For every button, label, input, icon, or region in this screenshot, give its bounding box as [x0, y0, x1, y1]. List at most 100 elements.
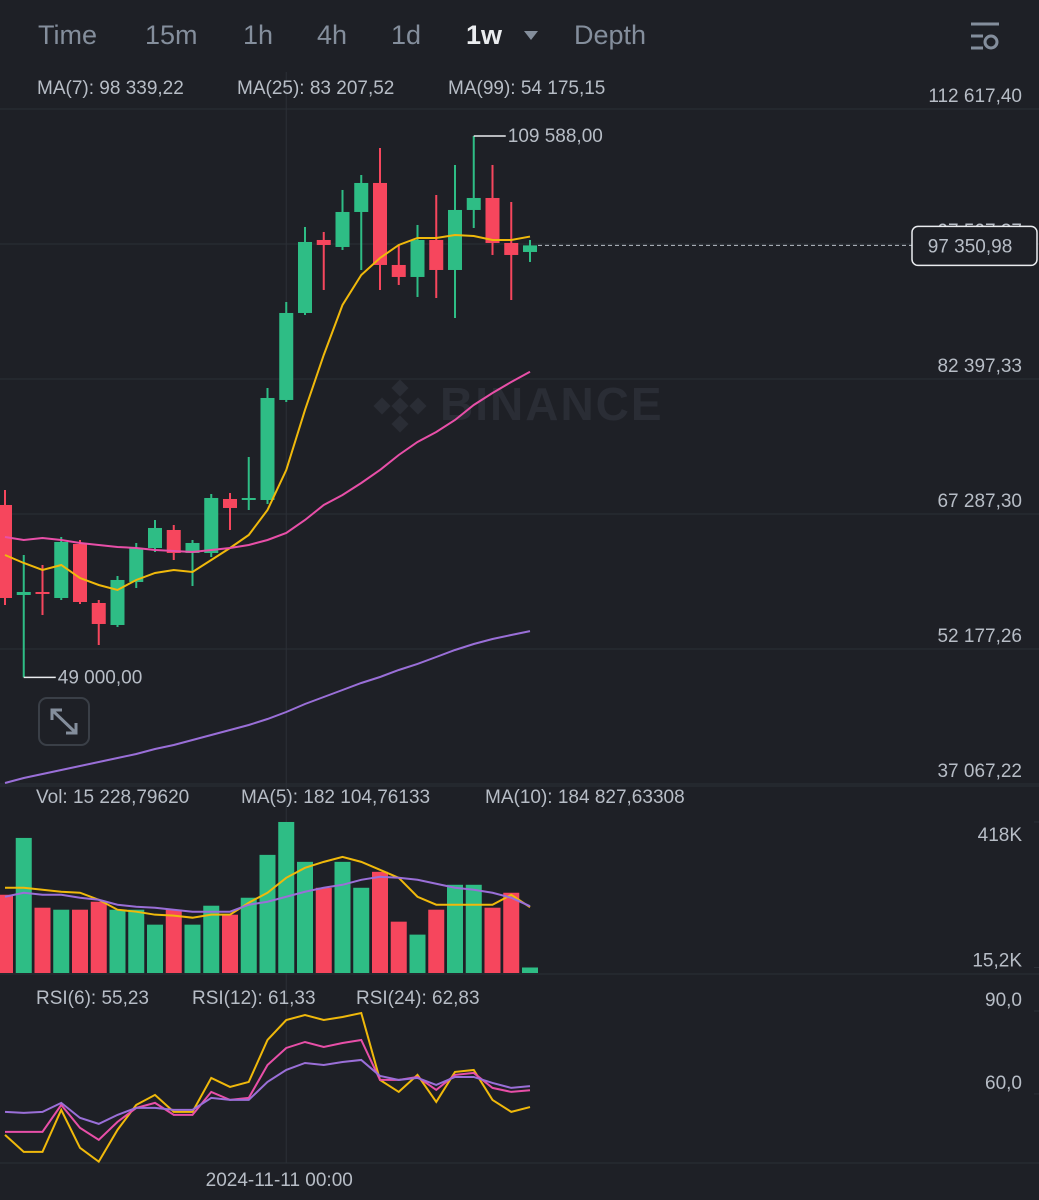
legend-entry: MA(5): 182 104,76133	[241, 787, 430, 808]
candle-body	[241, 497, 256, 500]
candle-body	[16, 591, 31, 595]
y-tick-label: 37 067,22	[937, 761, 1022, 782]
plot-area	[4, 1011, 531, 1163]
indicator-line	[5, 855, 531, 919]
candle-body	[354, 182, 369, 212]
volume-bar	[259, 854, 276, 973]
volume-bar	[428, 909, 445, 973]
timeframe-tab[interactable]: 4h	[317, 20, 347, 50]
volume-bar	[53, 909, 70, 973]
legend-entry: MA(25): 83 207,52	[237, 78, 394, 99]
candle-body	[485, 197, 500, 243]
candle-body	[335, 211, 350, 247]
candle-body	[391, 264, 406, 277]
candle-body	[110, 579, 125, 625]
candle-body	[204, 497, 219, 553]
watermark: BINANCE	[440, 378, 664, 430]
indicator-line	[4, 875, 531, 913]
timeframe-tab[interactable]: 1w	[466, 20, 503, 50]
candle-body	[373, 182, 387, 265]
candle-body	[73, 543, 87, 602]
annotation-label: 49 000,00	[58, 667, 143, 688]
candle-body	[0, 504, 12, 598]
indicator-line	[4, 233, 531, 592]
y-tick-label: 418K	[978, 825, 1023, 846]
candle-body	[148, 527, 162, 548]
expand-button[interactable]	[38, 697, 90, 746]
timeframe-tab[interactable]: 1h	[243, 20, 273, 50]
volume-bar	[240, 897, 257, 973]
candle-body	[185, 542, 200, 553]
volume-bar	[297, 861, 313, 973]
candle-body	[448, 209, 462, 270]
candle-body	[410, 239, 425, 277]
volume-bar	[15, 837, 32, 973]
y-tick-label: 15,2K	[972, 951, 1022, 972]
candle-body	[223, 498, 237, 508]
indicator-line	[5, 1038, 531, 1142]
candle-body	[298, 241, 312, 313]
y-tick-label: 67 287,30	[937, 491, 1022, 512]
plot-area	[0, 136, 537, 784]
candle-body	[523, 245, 537, 252]
legend-entry: RSI(12): 61,33	[192, 988, 316, 1009]
x-tick-label: 2024-11-11 00:00	[206, 1170, 353, 1191]
volume-bar	[334, 861, 351, 973]
timeframe-tab[interactable]: 15m	[145, 20, 198, 50]
annotation-label: 109 588,00	[508, 126, 603, 147]
timeframe-tab[interactable]: Depth	[574, 20, 646, 50]
timeframe-tab[interactable]: 1d	[391, 20, 421, 50]
candle-body	[54, 541, 69, 598]
volume-bar	[72, 909, 88, 973]
volume-bar	[109, 909, 126, 973]
volume-bar	[447, 884, 463, 973]
volume-bar	[484, 907, 501, 973]
y-tick-label: 60,0	[985, 1073, 1022, 1094]
dropdown-arrow[interactable]	[524, 31, 538, 40]
y-tick-label: 90,0	[985, 990, 1022, 1011]
candle-body	[279, 312, 294, 400]
legend-entry: RSI(24): 62,83	[356, 988, 480, 1009]
volume-bar	[203, 905, 220, 973]
y-tick-label: 82 397,33	[937, 356, 1022, 377]
legend-entry: MA(99): 54 175,15	[448, 78, 605, 99]
candle-body	[129, 547, 144, 582]
volume-bar	[372, 871, 388, 973]
candle-body	[166, 529, 181, 553]
last-price-box	[911, 225, 1038, 267]
volume-bar	[90, 901, 107, 973]
legend-entry: MA(10): 184 827,63308	[485, 787, 685, 808]
volume-bar	[353, 887, 370, 973]
indicator-line	[4, 630, 531, 784]
settings-icon[interactable]	[971, 22, 999, 50]
indicator-line	[4, 1058, 531, 1125]
indicator-line	[4, 370, 531, 553]
timeframe-tab[interactable]: Time	[38, 20, 97, 50]
last-price-label: 97 350,98	[928, 236, 1013, 257]
y-tick-label: 112 617,40	[928, 86, 1022, 107]
volume-bar	[465, 884, 482, 973]
plot-area	[0, 821, 538, 973]
volume-bar	[222, 914, 238, 973]
volume-bar	[390, 921, 407, 973]
candle-body	[35, 591, 50, 594]
candle-body	[504, 242, 519, 255]
legend-entry: MA(7): 98 339,22	[37, 78, 184, 99]
volume-bar	[147, 924, 163, 973]
legend-entry: RSI(6): 55,23	[36, 988, 149, 1009]
volume-bar	[0, 894, 13, 973]
y-tick-label: 52 177,26	[937, 626, 1022, 647]
indicator-line	[4, 1011, 531, 1163]
volume-bar	[34, 907, 51, 973]
volume-bar	[522, 967, 538, 973]
volume-bar	[128, 909, 145, 973]
volume-bar	[503, 892, 520, 973]
volume-bar	[184, 924, 201, 973]
candle-body	[316, 239, 331, 245]
volume-bar	[165, 909, 182, 973]
volume-bar	[409, 934, 426, 973]
volume-bar	[315, 887, 332, 973]
